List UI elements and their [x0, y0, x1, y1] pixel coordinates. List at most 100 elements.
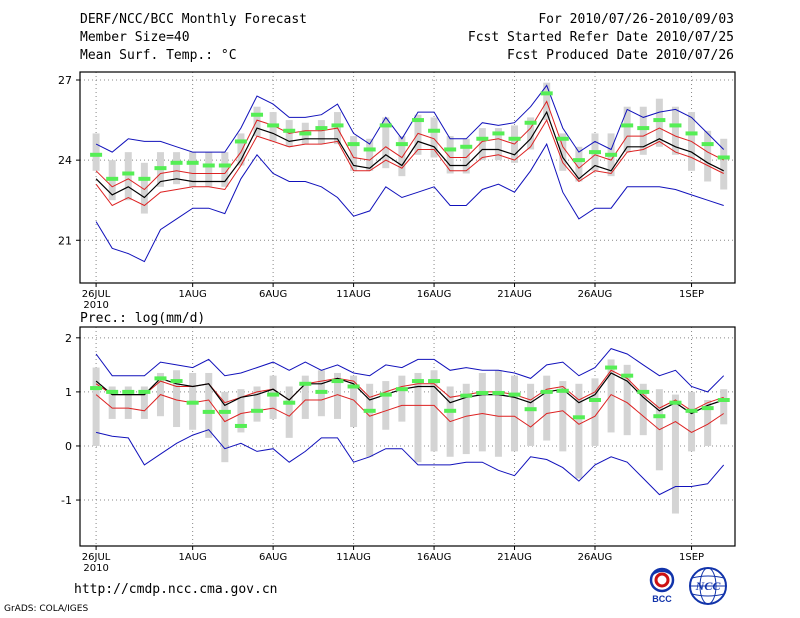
median-marker — [411, 379, 424, 384]
median-marker — [540, 389, 553, 394]
ensemble-box — [205, 372, 213, 438]
median-marker — [669, 123, 682, 128]
ensemble-box — [382, 117, 390, 169]
chart-panel-1: 26JUL 1AUG 6AUG 11AUG 16AUG 21AUG 26AUG 1SEP 201… — [58, 71, 736, 311]
median-marker — [588, 398, 601, 402]
x-year-label: 2010 — [83, 563, 108, 574]
median-marker — [685, 131, 698, 136]
ensemble-box — [671, 106, 679, 155]
median-marker — [428, 379, 441, 384]
x-tick-label: 11AUG — [336, 552, 371, 563]
x-tick-label: 26JUL — [82, 289, 111, 300]
y-tick-label: 0 — [65, 440, 72, 453]
median-marker — [492, 131, 505, 136]
upper-spread-line — [95, 100, 724, 191]
median-marker — [347, 142, 360, 147]
median-marker — [138, 176, 151, 181]
ensemble-box — [269, 375, 277, 419]
ensemble-box — [317, 120, 325, 145]
median-marker — [411, 118, 424, 123]
median-marker — [717, 155, 730, 160]
ensemble-box — [173, 152, 181, 185]
median-marker — [234, 139, 247, 144]
x-tick-label: 16AUG — [417, 289, 452, 300]
median-marker — [556, 388, 569, 393]
forecast-produced-label: Fcst Produced Date 2010/07/26 — [507, 48, 734, 63]
variable-label: Mean Surf. Temp.: °C — [80, 48, 237, 63]
ensemble-box — [543, 375, 551, 441]
median-marker — [218, 409, 231, 414]
lower-spread-line — [95, 118, 724, 207]
median-marker — [701, 142, 714, 147]
ensemble-box — [237, 389, 245, 433]
median-marker — [154, 166, 167, 171]
median-marker — [138, 389, 151, 394]
ensemble-box — [140, 162, 148, 214]
ensemble-box — [527, 117, 535, 150]
median-marker — [444, 408, 457, 413]
median-marker — [251, 112, 264, 117]
median-marker — [202, 163, 215, 168]
ensemble-box — [253, 386, 261, 422]
ensemble-box — [720, 138, 728, 190]
median-marker — [428, 128, 441, 133]
median-marker — [476, 136, 489, 141]
median-marker — [186, 160, 199, 165]
chart-panel-2: Prec.: log(mm/d) 26JUL 1AUG 6AUG 11AUG 16AUG 2… — [61, 311, 736, 574]
ensemble-box — [511, 375, 519, 452]
ensemble-box — [140, 386, 148, 419]
lower-spread-line — [95, 393, 724, 433]
median-marker — [154, 376, 167, 381]
y-tick-label: 2 — [65, 332, 72, 345]
ensemble-box — [639, 383, 647, 436]
x-tick-label: 6AUG — [259, 289, 287, 300]
ensemble-box — [430, 370, 438, 452]
median-marker — [170, 160, 183, 165]
ensemble-box — [398, 375, 406, 422]
ensemble-box — [398, 136, 406, 177]
max-line — [95, 348, 725, 393]
forecast-range-label: For 2010/07/26-2010/09/03 — [538, 12, 734, 27]
source-url[interactable]: http://cmdp.ncc.cma.gov.cn — [74, 582, 278, 597]
median-marker — [701, 406, 714, 411]
median-marker — [283, 400, 296, 405]
ensemble-box — [382, 381, 390, 430]
ensemble-box — [575, 383, 583, 479]
median-marker — [621, 123, 634, 128]
median-marker — [202, 409, 215, 414]
x-tick-label: 26JUL — [82, 552, 111, 563]
median-marker — [508, 392, 521, 397]
ensemble-box — [333, 372, 341, 419]
median-marker — [315, 389, 328, 394]
ensemble-box — [92, 367, 100, 446]
ensemble-box — [655, 98, 663, 147]
median-marker — [621, 373, 634, 378]
ensemble-box — [720, 389, 728, 425]
ensemble-box — [704, 400, 712, 446]
ensemble-box — [639, 106, 647, 155]
median-marker — [299, 131, 312, 136]
min-line — [95, 429, 725, 496]
median-marker — [331, 123, 344, 128]
forecast-started-label: Fcst Started Refer Date 2010/07/25 — [467, 30, 734, 45]
ncc-logo: NCC — [686, 566, 730, 606]
median-marker — [90, 152, 103, 157]
x-tick-label: 1AUG — [179, 289, 207, 300]
median-marker — [186, 400, 199, 405]
median-marker — [122, 171, 135, 176]
y-tick-label: -1 — [61, 494, 72, 507]
mean-line — [95, 110, 724, 199]
ensemble-box — [108, 386, 116, 419]
ensemble-box — [301, 375, 309, 419]
median-marker — [395, 142, 408, 147]
x-tick-label: 21AUG — [497, 552, 532, 563]
ensemble-box — [623, 106, 631, 153]
median-marker — [637, 126, 650, 131]
ensemble-box — [478, 372, 486, 452]
ensemble-box — [591, 378, 599, 446]
chart-title: DERF/NCC/BCC Monthly Forecast — [80, 12, 307, 27]
median-marker — [669, 400, 682, 405]
max-line — [95, 84, 725, 153]
plot-frame — [79, 326, 736, 547]
median-marker — [508, 136, 521, 141]
